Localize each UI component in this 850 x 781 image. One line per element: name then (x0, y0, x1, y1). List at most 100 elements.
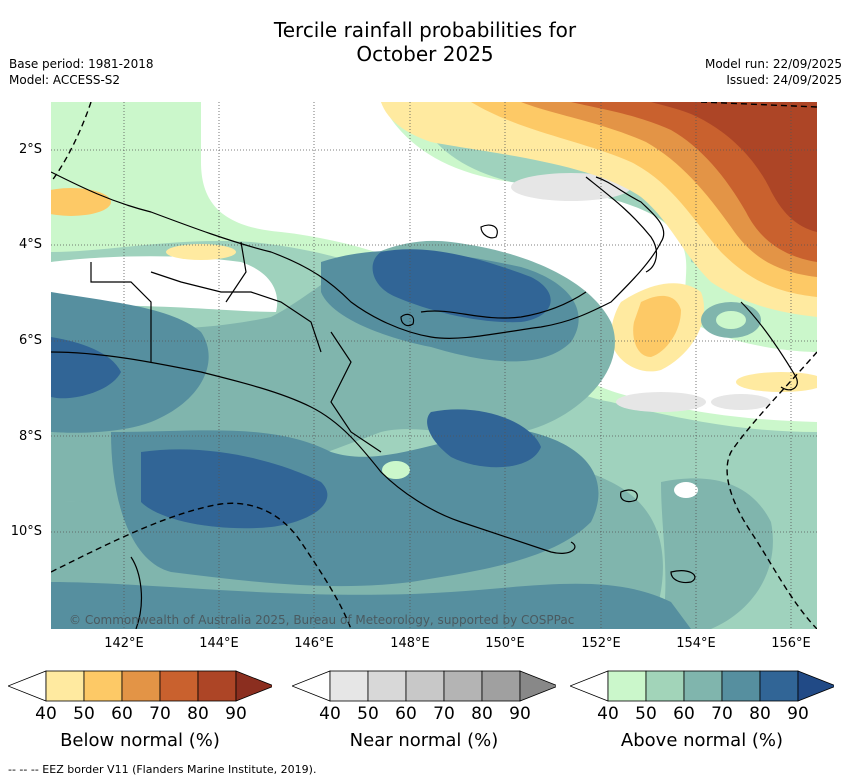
province-border-c (225, 241, 247, 303)
shade-below-50-nb (633, 295, 681, 357)
colorbar-above-seg-1 (607, 670, 647, 702)
shade-white-patch-b (674, 482, 698, 498)
tick-label: 80 (187, 704, 209, 724)
tick-label: 70 (433, 704, 455, 724)
shade-below-50-west (51, 188, 111, 216)
island-c (620, 489, 638, 503)
tick-label: 80 (471, 704, 493, 724)
graticule (51, 102, 817, 629)
lon-label-154e: 154°E (676, 636, 716, 651)
model-name: Model: ACCESS-S2 (9, 73, 121, 87)
shade-white-west (51, 256, 278, 312)
legend-below-normal: 40 50 60 70 80 90 Below normal (%) (6, 670, 276, 751)
title-line-1: Tercile rainfall probabilities for (273, 18, 577, 42)
lon-label-152e: 152°E (581, 636, 621, 651)
colorbar-below (6, 670, 276, 702)
colorbar-below-seg-3 (121, 670, 161, 702)
title-line-2: October 2025 (356, 42, 494, 66)
legend-above-normal: 40 50 60 70 80 90 Above normal (%) (568, 670, 838, 751)
island-d (670, 570, 696, 584)
tick-label: 50 (357, 704, 379, 724)
colorbar-near-seg-5 (481, 670, 521, 702)
lon-label-144e: 144°E (199, 636, 239, 651)
copyright-notice: © Commonwealth of Australia 2025, Bureau… (69, 613, 575, 627)
coastlines (51, 171, 798, 629)
base-period: Base period: 1981-2018 (9, 57, 154, 71)
colorbar-near-seg-2 (367, 670, 407, 702)
tick-label: 80 (749, 704, 771, 724)
colorbar-near-extend-high (519, 670, 560, 702)
shade-near-50-b (616, 392, 706, 412)
colorbar-above-extend-high (797, 670, 838, 702)
legend-near-normal: 40 50 60 70 80 90 Near normal (%) (290, 670, 560, 751)
colorbar-below-seg-2 (83, 670, 123, 702)
lon-label-148e: 148°E (390, 636, 430, 651)
island-b (400, 313, 415, 327)
colorbar-near-seg-1 (329, 670, 369, 702)
shade-above-50-patch-d (716, 311, 746, 329)
map-title: Tercile rainfall probabilities for Octob… (0, 18, 850, 66)
eez-footnote: -- -- -- EEZ border V11 (Flanders Marine… (8, 763, 317, 776)
rainfall-map: © Commonwealth of Australia 2025, Bureau… (51, 102, 817, 629)
lon-label-150e: 150°E (485, 636, 525, 651)
colorbar-above-ticks: 40 50 60 70 80 90 (570, 704, 834, 724)
colorbar-above-extend-low (568, 670, 609, 702)
colorbar-below-seg-1 (45, 670, 85, 702)
new-ireland-coast (585, 176, 658, 273)
model-run: Model run: 22/09/2025 (704, 57, 842, 71)
meta-left: Base period: 1981-2018 Model: ACCESS-S2 (9, 56, 154, 88)
colorbar-near-ticks: 40 50 60 70 80 90 (292, 704, 556, 724)
shade-above-50-patch-a (382, 461, 410, 479)
new-britain-coast (420, 291, 587, 319)
eez-west-north (51, 102, 92, 183)
legend-near-title: Near normal (%) (349, 730, 499, 751)
island-a (480, 224, 498, 239)
colorbar-below-extend-low (6, 670, 47, 702)
map-svg (51, 102, 817, 629)
cape-york-coast (130, 556, 142, 629)
lon-label-156e: 156°E (771, 636, 811, 651)
tick-label: 70 (711, 704, 733, 724)
tick-label: 40 (35, 704, 57, 724)
colorbar-below-seg-4 (159, 670, 199, 702)
province-border-b (90, 262, 152, 362)
tick-label: 90 (509, 704, 531, 724)
bougainville-coast (740, 301, 798, 391)
shade-above-90-south (141, 449, 328, 529)
tick-label: 90 (225, 704, 247, 724)
colorbar-above-seg-2 (645, 670, 685, 702)
issued-date: Issued: 24/09/2025 (726, 73, 842, 87)
tick-label: 70 (149, 704, 171, 724)
eez-borders (51, 102, 817, 629)
lat-label-6s: 6°S (18, 333, 42, 348)
meta-right: Model run: 22/09/2025 Issued: 24/09/2025 (705, 56, 842, 88)
province-border-d (330, 331, 382, 453)
tick-label: 60 (395, 704, 417, 724)
lon-label-142e: 142°E (104, 636, 144, 651)
shade-below-40-bougainville (736, 372, 817, 392)
shade-above-70-se (661, 478, 773, 629)
tick-label: 60 (111, 704, 133, 724)
shade-above-80-west (51, 292, 209, 433)
png-north-coast (51, 171, 665, 339)
tick-label: 60 (673, 704, 695, 724)
colorbar-near-seg-4 (443, 670, 483, 702)
shade-above-80-far-south (51, 582, 691, 629)
png-south-coast (51, 351, 576, 554)
tick-label: 50 (73, 704, 95, 724)
colorbar-above-seg-5 (759, 670, 799, 702)
colorbar-below-extend-high (235, 670, 276, 702)
colorbar-above-seg-3 (683, 670, 723, 702)
tick-label: 40 (597, 704, 619, 724)
tick-label: 90 (787, 704, 809, 724)
colorbar-near (290, 670, 560, 702)
tick-label: 50 (635, 704, 657, 724)
legend-above-title: Above normal (%) (620, 730, 784, 751)
lat-label-10s: 10°S (10, 524, 42, 539)
colorbar-above-seg-4 (721, 670, 761, 702)
colorbar-near-seg-3 (405, 670, 445, 702)
shade-near-50-c (711, 394, 771, 410)
shade-above-90-bismarck (372, 249, 551, 323)
shade-above-90-papuan-gulf (427, 409, 541, 468)
eez-east (726, 351, 817, 629)
